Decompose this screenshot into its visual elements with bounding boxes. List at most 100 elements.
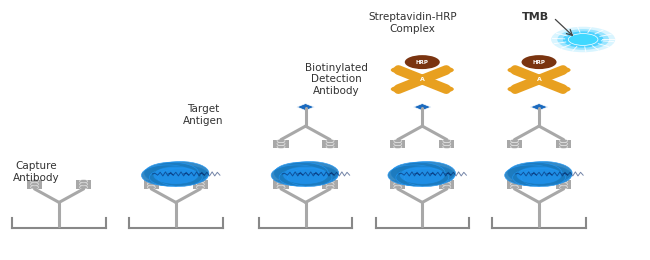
Circle shape [150, 169, 194, 186]
Circle shape [443, 139, 451, 142]
Circle shape [443, 180, 451, 183]
Circle shape [31, 180, 38, 183]
Circle shape [394, 186, 402, 189]
Circle shape [290, 166, 338, 185]
Polygon shape [507, 180, 522, 189]
Circle shape [443, 186, 451, 189]
Polygon shape [27, 180, 42, 189]
Polygon shape [274, 140, 289, 148]
Circle shape [326, 139, 334, 142]
Text: TMB: TMB [522, 12, 549, 22]
Circle shape [277, 186, 285, 189]
Polygon shape [439, 180, 454, 189]
Polygon shape [390, 140, 406, 148]
Circle shape [407, 166, 455, 185]
Circle shape [510, 180, 519, 183]
Circle shape [277, 145, 285, 148]
Circle shape [521, 55, 556, 69]
Polygon shape [76, 180, 91, 189]
Circle shape [79, 180, 88, 183]
Circle shape [147, 180, 155, 183]
Circle shape [513, 169, 557, 186]
Polygon shape [144, 180, 159, 189]
Circle shape [144, 162, 199, 184]
Circle shape [277, 139, 285, 142]
Circle shape [443, 142, 451, 145]
Circle shape [568, 34, 598, 45]
Circle shape [514, 161, 572, 185]
Circle shape [510, 142, 519, 145]
Circle shape [508, 67, 523, 73]
Circle shape [560, 145, 567, 148]
Text: Biotinylated
Detection
Antibody: Biotinylated Detection Antibody [306, 63, 368, 96]
Circle shape [79, 186, 88, 189]
Circle shape [560, 186, 567, 189]
Polygon shape [507, 140, 522, 148]
Circle shape [196, 183, 204, 186]
Polygon shape [322, 180, 337, 189]
Text: Streptavidin-HRP
Complex: Streptavidin-HRP Complex [369, 12, 457, 34]
Circle shape [326, 183, 334, 186]
Circle shape [394, 145, 402, 148]
Circle shape [400, 166, 445, 184]
Circle shape [277, 183, 285, 186]
Circle shape [563, 31, 603, 48]
Circle shape [271, 165, 323, 186]
Circle shape [405, 55, 440, 69]
Polygon shape [193, 180, 208, 189]
Circle shape [528, 75, 549, 84]
Circle shape [560, 142, 567, 145]
Circle shape [160, 166, 208, 185]
Circle shape [391, 162, 445, 184]
Circle shape [443, 183, 451, 186]
Polygon shape [274, 180, 289, 189]
Circle shape [196, 186, 204, 189]
Circle shape [79, 183, 88, 186]
Circle shape [277, 142, 285, 145]
Circle shape [412, 75, 433, 84]
Text: A: A [420, 77, 424, 82]
Circle shape [158, 169, 202, 186]
Circle shape [443, 145, 451, 148]
Circle shape [31, 186, 38, 189]
Circle shape [516, 166, 562, 184]
Circle shape [394, 180, 402, 183]
Circle shape [504, 165, 556, 186]
Polygon shape [530, 103, 548, 110]
Text: A: A [537, 77, 541, 82]
Circle shape [508, 86, 523, 92]
Polygon shape [556, 180, 571, 189]
Circle shape [510, 183, 519, 186]
Circle shape [439, 86, 454, 92]
Circle shape [153, 166, 198, 184]
Circle shape [287, 169, 332, 186]
Circle shape [523, 166, 571, 185]
Circle shape [396, 169, 440, 186]
Circle shape [394, 142, 402, 145]
Circle shape [555, 67, 571, 73]
Circle shape [560, 180, 567, 183]
Circle shape [555, 86, 571, 92]
Circle shape [439, 67, 454, 73]
Polygon shape [390, 180, 406, 189]
Circle shape [391, 67, 406, 73]
Circle shape [551, 27, 615, 52]
Circle shape [521, 169, 566, 186]
Polygon shape [439, 140, 454, 148]
Circle shape [142, 165, 193, 186]
Circle shape [560, 139, 567, 142]
Circle shape [279, 169, 324, 186]
Text: Capture
Antibody: Capture Antibody [13, 161, 60, 183]
Text: HRP: HRP [532, 60, 545, 65]
Circle shape [147, 183, 155, 186]
Circle shape [510, 139, 519, 142]
Circle shape [557, 29, 609, 50]
Circle shape [394, 139, 402, 142]
Circle shape [398, 161, 456, 185]
Circle shape [281, 161, 339, 185]
Text: HRP: HRP [416, 60, 429, 65]
Circle shape [560, 183, 567, 186]
Circle shape [31, 183, 38, 186]
Circle shape [326, 180, 334, 183]
Text: Target
Antigen: Target Antigen [183, 104, 224, 126]
